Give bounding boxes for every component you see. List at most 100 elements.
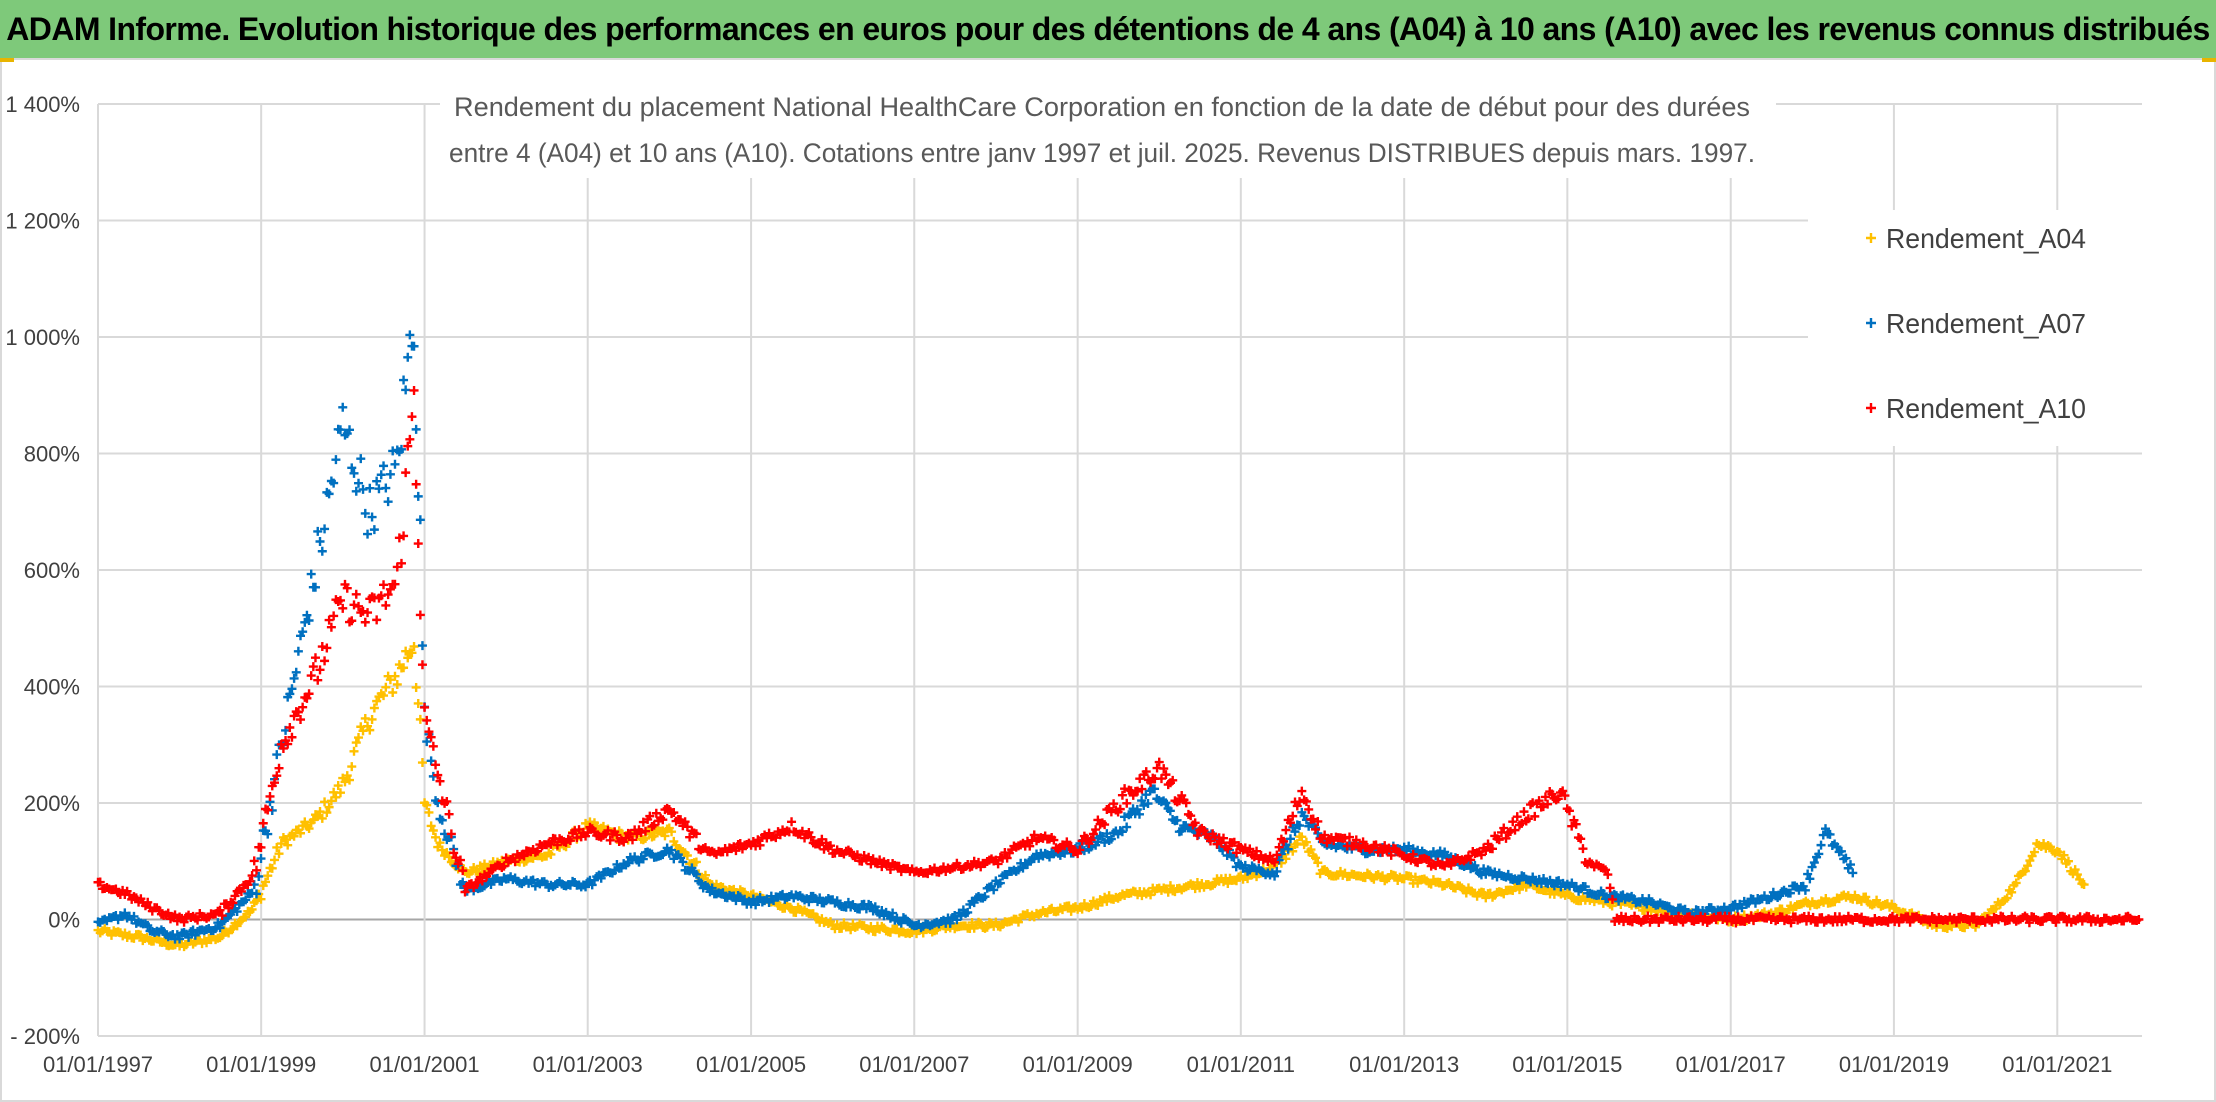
point-A07 [1013, 865, 1023, 875]
point-A10 [1141, 767, 1151, 777]
point-A10 [787, 817, 797, 827]
chart-frame [0, 58, 2216, 1102]
x-tick-label: 01/01/2009 [1023, 1052, 1133, 1077]
point-A04 [2007, 887, 2017, 897]
point-A10 [1508, 817, 1518, 827]
point-A07 [215, 923, 225, 933]
point-A07 [1440, 847, 1450, 857]
x-tick-label: 01/01/2001 [369, 1052, 479, 1077]
point-A07 [1137, 796, 1147, 806]
point-A10 [322, 643, 332, 653]
point-A07 [401, 385, 411, 395]
point-A04 [435, 838, 445, 848]
point-A10 [1212, 839, 1222, 849]
point-A10 [1272, 850, 1282, 860]
point-A10 [296, 715, 306, 725]
point-A07 [1285, 834, 1295, 844]
point-A10 [446, 829, 456, 839]
corner-accent-right [2202, 58, 2216, 62]
point-A07 [1664, 902, 1674, 912]
point-A07 [396, 444, 406, 454]
point-A10 [1519, 807, 1529, 817]
point-A10 [1274, 842, 1284, 852]
point-A07 [696, 878, 706, 888]
point-A10 [682, 822, 692, 832]
point-A07 [1800, 885, 1810, 895]
point-A10 [426, 732, 436, 742]
point-A07 [285, 689, 295, 699]
point-A07 [1803, 869, 1813, 879]
point-A10 [1534, 796, 1544, 806]
point-A10 [1075, 845, 1085, 855]
point-A10 [1154, 757, 1164, 767]
point-A07 [804, 897, 814, 907]
point-A04 [1297, 832, 1307, 842]
point-A07 [347, 463, 357, 473]
point-A04 [2079, 880, 2089, 890]
point-A04 [354, 733, 364, 743]
point-A10 [1553, 794, 1563, 804]
point-A10 [1311, 824, 1321, 834]
point-A07 [587, 880, 597, 890]
point-A10 [1558, 786, 1568, 796]
point-A04 [413, 698, 423, 708]
point-A07 [351, 486, 361, 496]
point-A10 [993, 859, 1003, 869]
point-A04 [2002, 893, 2012, 903]
point-A10 [170, 910, 180, 920]
point-A07 [263, 829, 273, 839]
point-A07 [241, 895, 251, 905]
point-A10 [1270, 857, 1280, 867]
point-A07 [1270, 871, 1280, 881]
point-A07 [1832, 842, 1842, 852]
point-A07 [1614, 896, 1624, 906]
point-A10 [458, 866, 468, 876]
point-A04 [1288, 846, 1298, 856]
point-A10 [293, 707, 303, 717]
point-A10 [1279, 836, 1289, 846]
point-A10 [283, 739, 293, 749]
point-A07 [317, 546, 327, 556]
point-A10 [484, 868, 494, 878]
point-A10 [1159, 764, 1169, 774]
point-A04 [2039, 838, 2049, 848]
point-A10 [519, 851, 529, 861]
point-A10 [349, 600, 359, 610]
point-A04 [326, 796, 336, 806]
point-A10 [256, 842, 266, 852]
point-A10 [324, 615, 334, 625]
point-A10 [640, 826, 650, 836]
point-A10 [342, 583, 352, 593]
point-A07 [1821, 824, 1831, 834]
point-A10 [403, 441, 413, 451]
point-A04 [335, 788, 345, 798]
point-A10 [302, 693, 312, 703]
point-A07 [945, 918, 955, 928]
point-A10 [399, 531, 409, 541]
point-A07 [691, 869, 701, 879]
point-A10 [1567, 821, 1577, 831]
point-A07 [329, 478, 339, 488]
point-A10 [1786, 918, 1796, 928]
point-A10 [1540, 792, 1550, 802]
y-tick-label: 1 200% [5, 209, 80, 234]
point-A04 [272, 842, 282, 852]
point-A07 [1726, 905, 1736, 915]
point-A10 [651, 808, 661, 818]
point-A04 [2020, 866, 2030, 876]
point-A07 [143, 920, 153, 930]
point-A10 [1137, 784, 1147, 794]
chart-title: Rendement du placement National HealthCa… [440, 82, 1776, 178]
point-A10 [215, 905, 225, 915]
point-A10 [1190, 818, 1200, 828]
point-A04 [351, 738, 361, 748]
point-A07 [381, 483, 391, 493]
point-A07 [638, 854, 648, 864]
point-A04 [837, 923, 847, 933]
point-A07 [1132, 804, 1142, 814]
x-tick-label: 01/01/1999 [206, 1052, 316, 1077]
point-A10 [236, 886, 246, 896]
point-A10 [685, 832, 695, 842]
point-A10 [612, 830, 622, 840]
